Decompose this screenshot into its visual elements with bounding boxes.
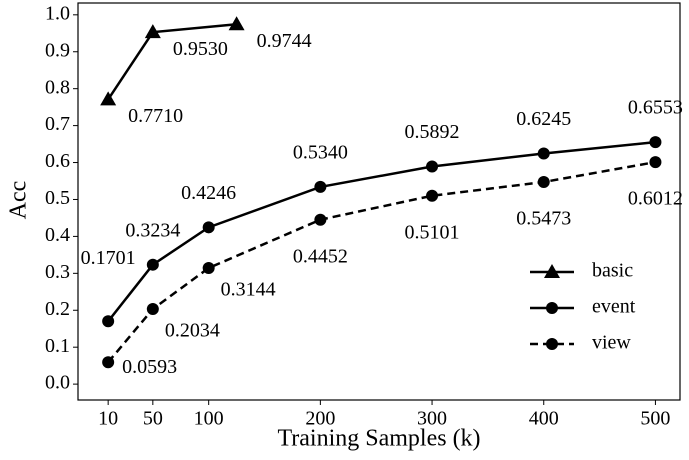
x-tick-label: 400 [529, 408, 559, 430]
marker [426, 189, 439, 202]
y-tick-label: 0.4 [45, 224, 70, 246]
y-tick-label: 0.2 [45, 298, 70, 320]
data-label: 0.5340 [293, 142, 348, 164]
marker [537, 176, 550, 189]
y-tick-label: 0.0 [45, 372, 70, 394]
marker [146, 258, 159, 271]
series-line [107, 140, 656, 323]
data-label: 0.5892 [405, 121, 460, 143]
y-tick-label: 0.9 [45, 39, 70, 61]
data-label: 0.9530 [173, 38, 228, 60]
y-tick-label: 0.7 [45, 113, 70, 135]
marker [228, 16, 245, 31]
y-tick-label: 0.5 [45, 187, 70, 209]
marker [537, 147, 550, 160]
data-label: 0.6012 [628, 188, 683, 210]
legend-label: basic [592, 260, 633, 282]
data-label: 0.5101 [405, 221, 460, 243]
data-label: 0.4246 [181, 182, 236, 204]
x-tick-label: 300 [417, 408, 447, 430]
data-label: 0.6245 [516, 108, 571, 130]
legend-marker [544, 264, 560, 278]
x-tick-label: 100 [194, 408, 224, 430]
x-axis-label: Training Samples (k) [277, 426, 480, 452]
marker [144, 24, 161, 39]
data-label: 0.2034 [165, 320, 220, 342]
plot-frame [77, 2, 681, 401]
data-label: 0.4452 [293, 245, 348, 267]
data-label: 0.7710 [128, 105, 183, 127]
marker [202, 221, 215, 234]
legend-label: view [592, 332, 631, 354]
marker [102, 315, 115, 328]
y-tick-label: 1.0 [45, 2, 70, 24]
y-tick-label: 0.6 [45, 150, 70, 172]
marker [649, 136, 662, 149]
data-label: 0.1701 [81, 247, 136, 269]
legend-label: event [592, 296, 636, 318]
marker [102, 356, 115, 369]
x-tick-label: 10 [98, 408, 118, 430]
data-label: 0.3234 [125, 219, 180, 241]
marker [649, 156, 662, 169]
y-axis-label: Acc [6, 181, 32, 220]
y-tick-label: 0.1 [45, 335, 70, 357]
data-label: 0.3144 [221, 279, 276, 301]
x-tick-label: 50 [143, 408, 163, 430]
marker [146, 303, 159, 316]
data-label: 0.5473 [516, 208, 571, 230]
y-tick-label: 0.3 [45, 261, 70, 283]
data-label: 0.6553 [628, 97, 683, 119]
x-tick-label: 200 [305, 408, 335, 430]
data-label: 0.9744 [257, 30, 312, 52]
x-tick-label: 500 [640, 408, 670, 430]
legend-marker [546, 302, 558, 314]
data-label: 0.0593 [122, 356, 177, 378]
series-line [107, 23, 237, 101]
marker [314, 180, 327, 193]
marker [314, 213, 327, 226]
marker [202, 262, 215, 275]
y-tick-label: 0.8 [45, 76, 70, 98]
marker [426, 160, 439, 173]
marker [100, 91, 117, 106]
legend-marker [546, 338, 558, 350]
